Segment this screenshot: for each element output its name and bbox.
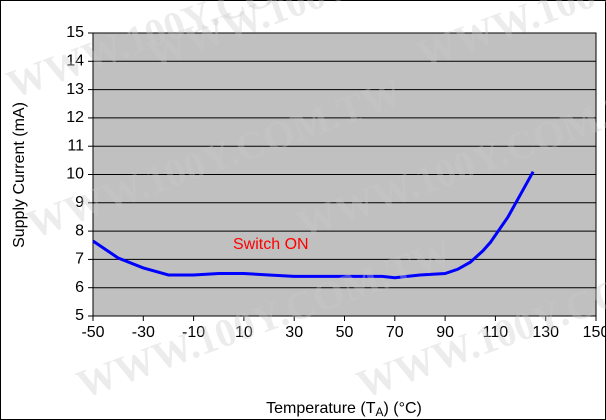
- y-tick-label: 13: [66, 81, 84, 98]
- x-axis-label: Temperature (TA) (°C): [266, 400, 422, 419]
- x-tick-label: 90: [436, 324, 454, 341]
- line: [92, 170, 535, 280]
- x-tick-label: 130: [532, 324, 559, 341]
- y-tick-label: 6: [75, 279, 84, 296]
- x-tick-label: -50: [81, 324, 104, 341]
- y-tick-label: 11: [67, 137, 84, 154]
- x-tick-label: -30: [132, 324, 155, 341]
- y-tick-label: 12: [66, 109, 84, 126]
- x-axis-label-sub: A: [375, 405, 383, 419]
- x-tick-label: 50: [336, 324, 354, 341]
- x-tick-label: 70: [386, 324, 404, 341]
- x-tick-label: -10: [182, 324, 205, 341]
- y-tick-label: 9: [75, 194, 84, 211]
- x-tick-label: 30: [285, 324, 303, 341]
- plot-area: [88, 32, 597, 321]
- x-tick-label: 110: [483, 324, 509, 341]
- y-tick-label: 15: [66, 24, 84, 41]
- annotation: Switch ON: [233, 236, 309, 253]
- x-axis-label-suffix: ) (°C): [384, 400, 422, 417]
- x-tick-label: 10: [235, 324, 253, 341]
- y-axis-label: Supply Current (mA): [11, 102, 28, 248]
- y-tick-label: 10: [66, 166, 84, 183]
- x-tick-label: 150: [583, 324, 606, 341]
- y-tick-label: 7: [75, 251, 84, 268]
- x-axis-label-main: Temperature (T: [266, 400, 376, 417]
- y-tick-label: 5: [75, 307, 84, 324]
- y-tick-label: 8: [75, 222, 84, 239]
- y-tick-label: 14: [66, 53, 84, 70]
